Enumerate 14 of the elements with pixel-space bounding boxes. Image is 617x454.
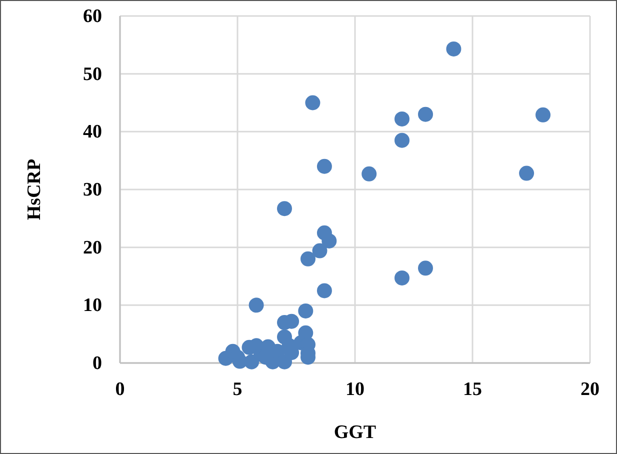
y-axis-title: HsCRP	[24, 158, 45, 220]
x-tick-label: 10	[346, 379, 364, 400]
x-axis-title: GGT	[334, 422, 376, 443]
y-tick-label: 60	[83, 6, 102, 27]
y-tick-label: 0	[92, 353, 102, 374]
y-tick-label: 10	[83, 295, 102, 316]
x-tick-label: 15	[463, 379, 482, 400]
y-tick-label: 40	[83, 122, 102, 143]
y-tick-label: 20	[83, 237, 102, 258]
x-tick-label: 0	[115, 379, 125, 400]
y-tick-label: 30	[83, 180, 102, 200]
y-tick-label: 50	[83, 64, 102, 85]
x-tick-label: 20	[580, 379, 600, 400]
x-tick-label: 5	[232, 379, 242, 400]
